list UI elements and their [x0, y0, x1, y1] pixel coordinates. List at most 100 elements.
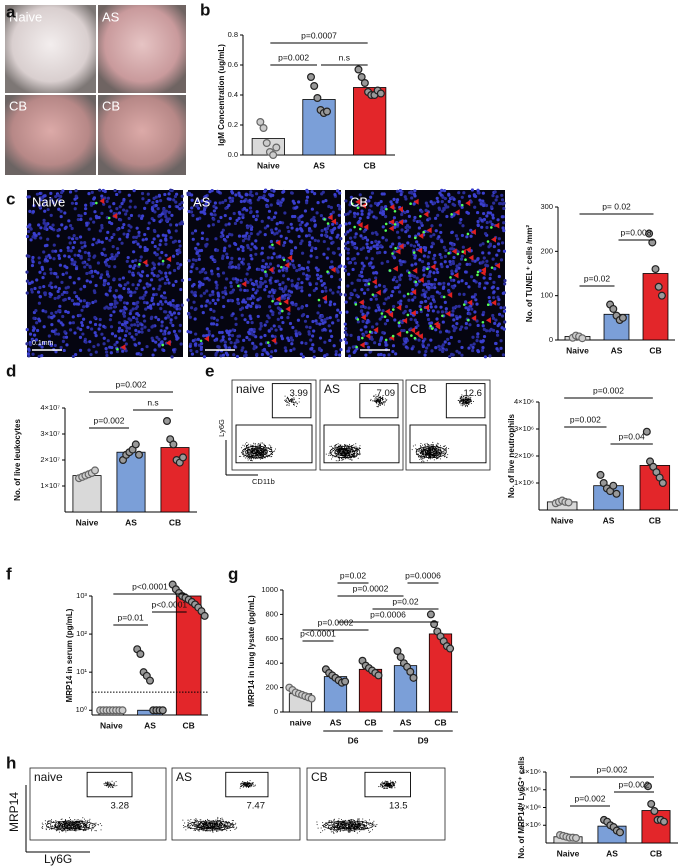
nucleus [228, 222, 231, 225]
nucleus [221, 255, 224, 258]
nucleus [348, 347, 351, 350]
nucleus [255, 283, 258, 286]
nucleus [492, 281, 495, 284]
tunel-cell [385, 223, 388, 226]
nucleus [350, 292, 353, 295]
nucleus [488, 354, 491, 357]
nucleus [206, 238, 209, 241]
nucleus [62, 340, 65, 343]
tunel-cell [355, 303, 358, 306]
event [241, 447, 242, 448]
nucleus [440, 256, 443, 259]
nucleus [374, 240, 377, 243]
event [432, 444, 433, 445]
micrograph-label: CB [350, 194, 368, 209]
event [251, 460, 252, 461]
nucleus [485, 204, 488, 207]
event [378, 401, 379, 402]
nucleus [201, 231, 204, 234]
nucleus [39, 226, 42, 229]
nucleus [294, 246, 297, 249]
nucleus [209, 294, 212, 297]
event [380, 399, 381, 400]
nucleus [493, 245, 496, 248]
nucleus [376, 304, 379, 307]
nucleus [263, 190, 266, 193]
event [459, 401, 460, 402]
nucleus [214, 354, 217, 357]
nucleus [444, 255, 447, 258]
nucleus [502, 229, 505, 232]
nucleus [438, 253, 441, 256]
nucleus [141, 331, 144, 334]
nucleus [50, 323, 53, 326]
nucleus [386, 260, 389, 263]
event [352, 448, 353, 449]
nucleus [270, 256, 273, 259]
nucleus [83, 241, 86, 244]
nucleus [122, 223, 125, 226]
event [331, 458, 332, 459]
nucleus [162, 332, 165, 335]
nucleus [256, 214, 259, 217]
nucleus [400, 193, 403, 196]
nucleus [172, 255, 175, 258]
event [358, 458, 359, 459]
nucleus [161, 262, 164, 265]
event [432, 450, 433, 451]
nucleus [228, 196, 231, 199]
nucleus [458, 315, 461, 318]
nucleus [297, 278, 300, 281]
nucleus [297, 235, 300, 238]
nucleus [229, 281, 232, 284]
nucleus [128, 217, 131, 220]
event [372, 400, 373, 401]
nucleus [293, 266, 296, 269]
event [377, 401, 378, 402]
event [257, 452, 258, 453]
nucleus [235, 281, 238, 284]
nucleus [481, 349, 484, 352]
event [340, 445, 341, 446]
nucleus [254, 291, 257, 294]
nucleus [248, 338, 251, 341]
nucleus [268, 344, 271, 347]
nucleus [139, 279, 142, 282]
nucleus [219, 216, 222, 219]
nucleus [466, 263, 469, 266]
nucleus [502, 221, 505, 224]
nucleus [130, 324, 133, 327]
nucleus [201, 210, 204, 213]
nucleus [295, 334, 298, 337]
nucleus [309, 254, 312, 257]
tunel-cell [392, 335, 395, 338]
nucleus [236, 298, 239, 301]
event [240, 456, 241, 457]
nucleus [179, 324, 182, 327]
nucleus [98, 189, 101, 192]
nucleus [351, 258, 354, 261]
nucleus [249, 278, 252, 281]
nucleus [250, 328, 253, 331]
nucleus [274, 211, 277, 214]
event [378, 402, 379, 403]
tunel-cell [237, 285, 240, 288]
event [380, 405, 381, 406]
event [260, 451, 261, 452]
nucleus [426, 314, 429, 317]
nucleus [178, 307, 181, 310]
tunel-cell [384, 229, 387, 232]
nucleus [53, 244, 56, 247]
nucleus [376, 251, 379, 254]
nucleus [305, 201, 308, 204]
nucleus [465, 322, 468, 325]
nucleus [271, 288, 274, 291]
nucleus [476, 211, 479, 214]
nucleus [155, 293, 158, 296]
nucleus [108, 239, 111, 242]
nucleus [413, 256, 416, 259]
nucleus [273, 216, 276, 219]
nucleus [134, 259, 137, 262]
nucleus [109, 318, 112, 321]
nucleus [167, 281, 170, 284]
